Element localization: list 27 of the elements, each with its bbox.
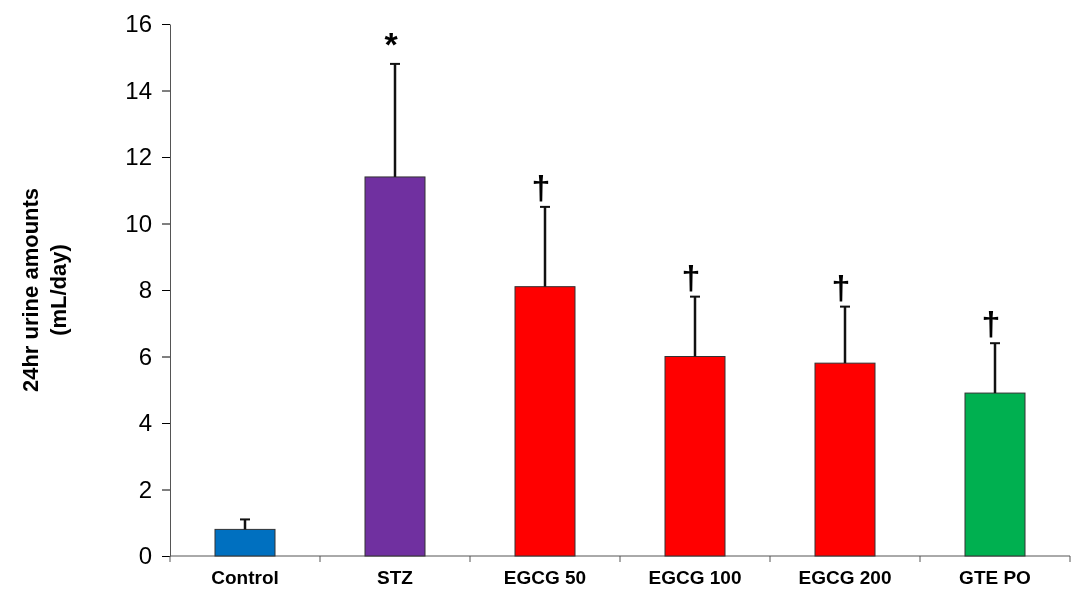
y-tick-label: 4 [138, 409, 152, 437]
bar [514, 286, 576, 557]
y-tick-label: 6 [138, 342, 152, 370]
annotation: † [681, 257, 701, 296]
x-tick-label: EGCG 50 [503, 566, 587, 588]
y-tick-label: 2 [138, 475, 152, 503]
annotation: † [831, 267, 851, 306]
x-tick-label: EGCG 200 [798, 566, 892, 588]
x-tick-label: Control [211, 566, 279, 588]
y-tick-label: 8 [138, 276, 152, 304]
annotation: † [981, 304, 1001, 343]
y-axis-title: 24hr urine amounts (mL/day) [18, 187, 71, 393]
y-tick-label: 12 [125, 143, 152, 171]
y-tick-label: 16 [125, 10, 152, 38]
bar [964, 392, 1026, 557]
annotation: * [384, 24, 399, 63]
bar [664, 356, 726, 557]
x-tick-label: GTE PO [959, 566, 1031, 588]
y-tick-label: 10 [125, 209, 152, 237]
y-tick-label: 0 [138, 542, 152, 570]
annotation: † [531, 167, 551, 206]
bar [214, 528, 276, 557]
y-tick-label: 14 [125, 76, 152, 104]
x-tick-label: EGCG 100 [648, 566, 742, 588]
bar [814, 362, 876, 557]
x-tick-label: STZ [377, 566, 414, 588]
bar [364, 176, 426, 557]
